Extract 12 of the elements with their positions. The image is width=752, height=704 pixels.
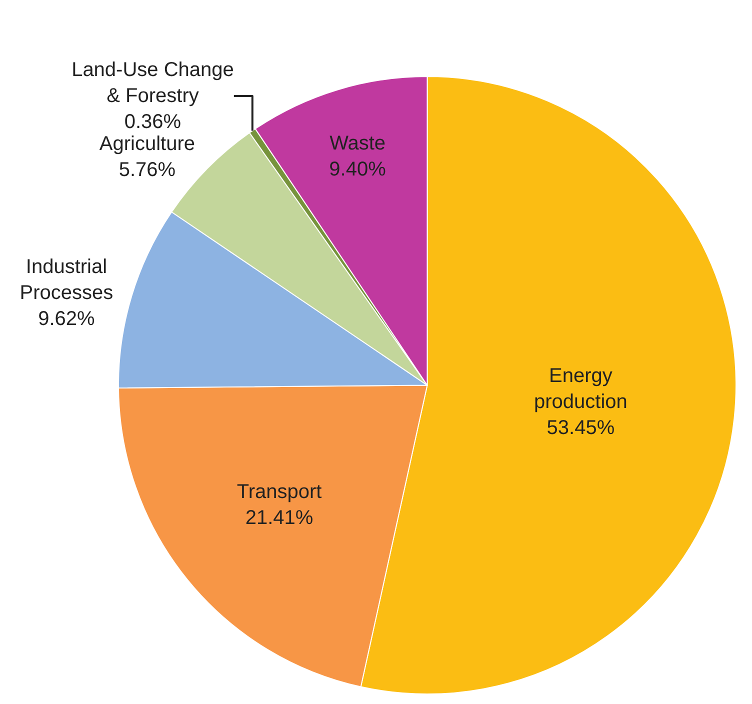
data-label: 9.40%: [329, 158, 386, 180]
slice-label: Agriculture: [99, 133, 195, 156]
slice-label: Land-Use Change & Forestry: [72, 59, 234, 108]
data-label: 0.36%: [124, 111, 182, 134]
slice-label: Energy production: [534, 364, 628, 413]
data-label: 9.62%: [38, 308, 96, 330]
data-label: 53.45%: [546, 416, 615, 439]
slice-label: Industrial Processes: [20, 256, 114, 304]
data-label: 21.41%: [245, 507, 314, 530]
data-label: 5.76%: [118, 159, 176, 182]
slice-label: Transport: [236, 481, 322, 504]
slice-label: Waste: [330, 132, 386, 154]
